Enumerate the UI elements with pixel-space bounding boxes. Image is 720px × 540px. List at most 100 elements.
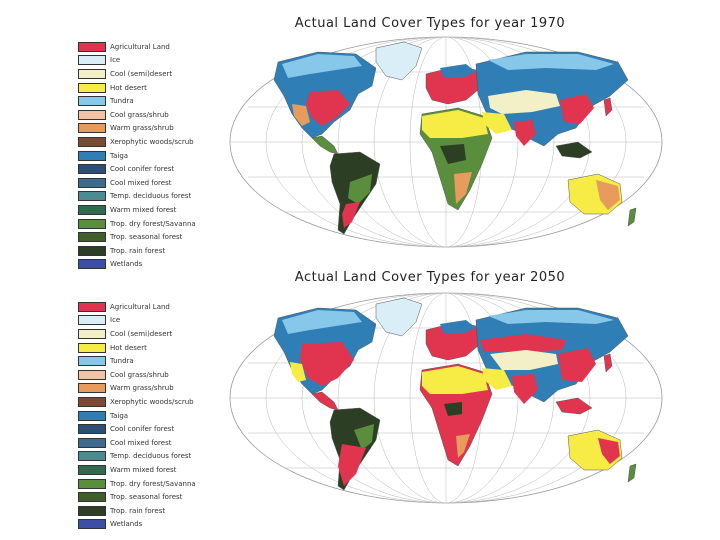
legend-item: Trop. dry forest/Savanna xyxy=(78,217,196,231)
legend-label: Trop. seasonal forest xyxy=(110,493,183,502)
legend-label: Hot desert xyxy=(110,83,147,92)
asia-tundra xyxy=(488,310,614,324)
north-america-desert xyxy=(292,104,310,126)
legend-item: Tundra xyxy=(78,94,196,108)
world-map xyxy=(229,292,663,504)
legend-label: Cool mixed forest xyxy=(110,438,172,447)
legend-label: Wetlands xyxy=(110,260,143,269)
legend-label: Cool grass/shrub xyxy=(110,370,169,379)
legend-label: Warm mixed forest xyxy=(110,465,177,474)
greenland-landmass xyxy=(375,297,423,337)
legend-swatch xyxy=(78,191,106,202)
legend-swatch xyxy=(78,342,106,353)
legend-label: Trop. rain forest xyxy=(110,506,166,515)
legend-swatch xyxy=(78,505,106,516)
legend-label: Xerophytic woods/scrub xyxy=(110,397,194,406)
legend-swatch xyxy=(78,478,106,489)
north-america-agriculture xyxy=(300,342,354,386)
legend-item: Cool (semi)desert xyxy=(78,327,196,341)
legend-item: Wetlands xyxy=(78,518,196,532)
legend: Agricultural Land Ice Cool (semi)desert … xyxy=(78,40,196,271)
legend-item: Cool conifer forest xyxy=(78,162,196,176)
legend-swatch xyxy=(78,55,106,66)
world-map xyxy=(229,36,663,248)
legend-swatch xyxy=(78,123,106,134)
legend-label: Trop. seasonal forest xyxy=(110,233,183,242)
legend-label: Ice xyxy=(110,56,121,65)
legend-swatch xyxy=(78,259,106,270)
greenland-landmass xyxy=(375,41,423,81)
legend-item: Cool mixed forest xyxy=(78,436,196,450)
legend-label: Taiga xyxy=(110,151,129,160)
legend-item: Trop. rain forest xyxy=(78,504,196,518)
legend-item: Temp. deciduous forest xyxy=(78,190,196,204)
legend-label: Wetlands xyxy=(110,520,143,529)
legend-label: Cool grass/shrub xyxy=(110,110,169,119)
asia-tundra xyxy=(488,54,614,70)
africa-south-grass xyxy=(456,434,470,458)
legend-label: Cool (semi)desert xyxy=(110,69,173,78)
legend-label: Taiga xyxy=(110,411,129,420)
europe-taiga xyxy=(440,320,476,334)
legend-swatch xyxy=(78,232,106,243)
legend-swatch xyxy=(78,96,106,107)
map-title: Actual Land Cover Types for year 2050 xyxy=(294,270,566,285)
legend-item: Agricultural Land xyxy=(78,40,196,54)
legend-swatch xyxy=(78,396,106,407)
legend-item: Warm grass/shrub xyxy=(78,382,196,396)
legend-swatch xyxy=(78,315,106,326)
legend-label: Agricultural Land xyxy=(110,302,170,311)
legend-item: Cool mixed forest xyxy=(78,176,196,190)
map-panel-2050: Actual Land Cover Types for year 2050 Ag… xyxy=(0,270,720,540)
legend-item: Trop. seasonal forest xyxy=(78,230,196,244)
legend-swatch xyxy=(78,150,106,161)
north-america-desert xyxy=(290,362,306,382)
legend-label: Warm mixed forest xyxy=(110,205,177,214)
legend-item: Warm mixed forest xyxy=(78,463,196,477)
legend-label: Xerophytic woods/scrub xyxy=(110,137,194,146)
australia-coastal-agriculture xyxy=(598,438,620,464)
legend-label: Cool conifer forest xyxy=(110,425,175,434)
legend-item: Trop. seasonal forest xyxy=(78,490,196,504)
legend-item: Cool grass/shrub xyxy=(78,368,196,382)
legend-swatch xyxy=(78,437,106,448)
africa-sahara xyxy=(422,110,488,138)
legend-swatch xyxy=(78,519,106,530)
legend-swatch xyxy=(78,492,106,503)
legend-swatch xyxy=(78,245,106,256)
legend-swatch xyxy=(78,369,106,380)
south-america-agriculture xyxy=(342,202,360,228)
legend-item: Xerophytic woods/scrub xyxy=(78,395,196,409)
legend-item: Agricultural Land xyxy=(78,300,196,314)
legend-swatch xyxy=(78,136,106,147)
legend-swatch xyxy=(78,301,106,312)
south-america-agriculture xyxy=(338,444,366,486)
legend: Agricultural Land Ice Cool (semi)desert … xyxy=(78,300,196,531)
middle-east-desert xyxy=(482,112,512,134)
middle-east-desert xyxy=(482,368,512,390)
china-agriculture xyxy=(558,348,596,382)
india-agriculture xyxy=(512,374,538,404)
legend-swatch xyxy=(78,451,106,462)
legend-swatch xyxy=(78,82,106,93)
legend-item: Tundra xyxy=(78,354,196,368)
legend-label: Cool conifer forest xyxy=(110,165,175,174)
legend-item: Hot desert xyxy=(78,81,196,95)
legend-label: Hot desert xyxy=(110,343,147,352)
legend-swatch xyxy=(78,109,106,120)
asia-agriculture-belt xyxy=(480,334,566,352)
legend-label: Tundra xyxy=(110,97,134,106)
north-america-agriculture xyxy=(306,90,350,126)
china-agriculture xyxy=(560,94,594,124)
legend-label: Agricultural Land xyxy=(110,42,170,51)
legend-swatch xyxy=(78,328,106,339)
africa-south-grass xyxy=(454,172,472,204)
africa-rainforest xyxy=(444,402,462,416)
legend-swatch xyxy=(78,68,106,79)
map-panel-1970: Actual Land Cover Types for year 1970 Ag… xyxy=(78,16,663,271)
legend-item: Ice xyxy=(78,54,196,68)
legend-swatch xyxy=(78,464,106,475)
southeast-asia-islands xyxy=(555,141,593,159)
legend-swatch xyxy=(78,410,106,421)
southeast-asia-islands xyxy=(555,397,593,415)
